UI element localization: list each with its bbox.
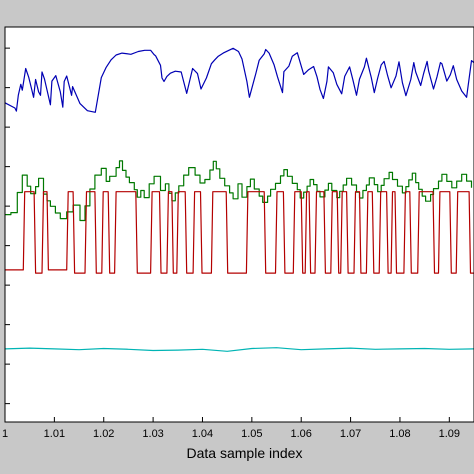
series-line-2 <box>5 160 473 222</box>
x-tick-label: 1.08 <box>389 428 410 440</box>
x-axis-label: Data sample index <box>187 445 303 461</box>
ticks-layer: 1 1.01 1.02 1.03 1.04 1.05 1.06 1.07 1.08 1.09 <box>2 47 460 440</box>
x-tick-label: 1.06 <box>290 428 311 440</box>
axes-box <box>4 26 474 423</box>
x-tick-label: 1.01 <box>44 428 65 440</box>
x-tick-label: 1.03 <box>142 428 163 440</box>
series-line-3 <box>5 191 474 274</box>
series-line-1 <box>4 47 474 113</box>
axes-frame <box>4 26 474 423</box>
x-tick-label: 1.07 <box>340 428 361 440</box>
x-tick-label: 1.05 <box>241 428 262 440</box>
x-tick-label: 1.09 <box>439 428 460 440</box>
x-tick-label: 1 <box>2 428 8 440</box>
series-layer <box>4 47 474 352</box>
x-tick-label: 1.04 <box>192 428 213 440</box>
series-line-4 <box>4 347 474 352</box>
x-tick-label: 1.02 <box>93 428 114 440</box>
